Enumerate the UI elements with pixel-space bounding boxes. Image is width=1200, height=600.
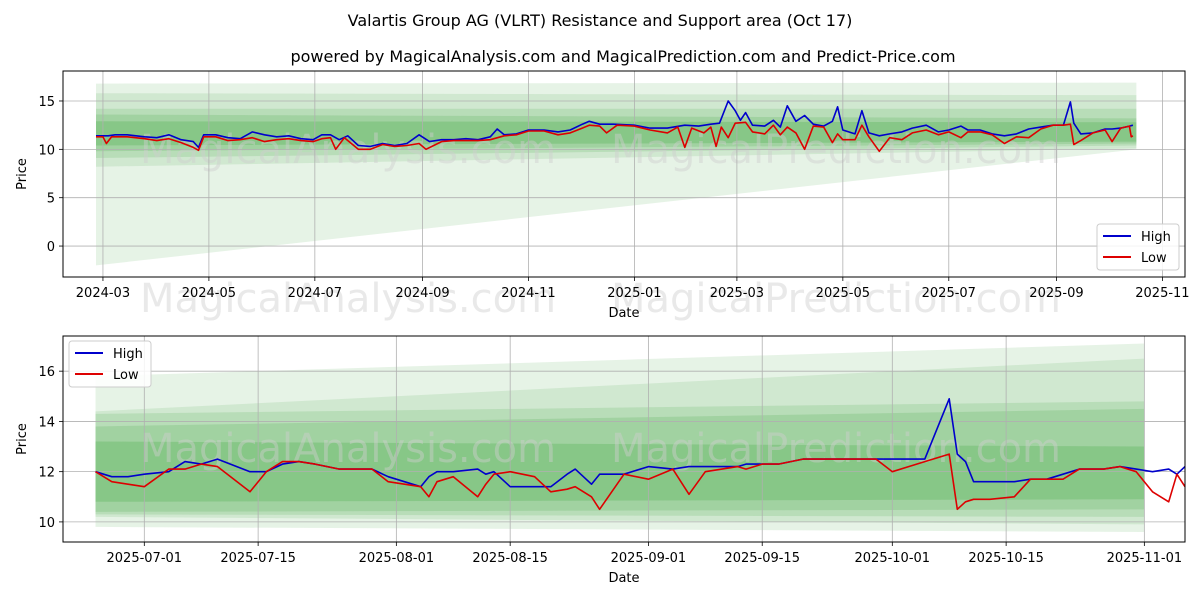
- zoomed-range-legend-label-high: High: [113, 347, 143, 362]
- zoomed-range-x-tick-label: 2025-10-15: [968, 551, 1044, 566]
- full-range-band: [96, 82, 1137, 266]
- full-range-legend-label-high: High: [1141, 230, 1171, 245]
- zoomed-range-band: [95, 401, 1145, 517]
- watermark-right: MagicalPrediction.com: [611, 127, 1061, 173]
- watermark-left: MagicalAnalysis.com: [140, 426, 556, 472]
- full-range-x-tick-label: 2025-03: [710, 286, 764, 301]
- full-range-y-tick-label: 10: [38, 143, 55, 158]
- full-range-y-axis-label: Price: [15, 158, 30, 190]
- zoomed-range-x-axis-label: Date: [608, 571, 639, 586]
- full-range-x-tick-label: 2024-05: [182, 286, 236, 301]
- full-range-x-tick-label: 2024-09: [395, 286, 449, 301]
- full-range-x-tick-label: 2024-07: [288, 286, 342, 301]
- zoomed-range-band: [95, 408, 1145, 512]
- full-range-series-high: [96, 100, 1134, 149]
- full-range-band: [96, 114, 1137, 152]
- full-range-x-tick-label: 2024-11: [501, 286, 555, 301]
- chart-title: Valartis Group AG (VLRT) Resistance and …: [348, 11, 853, 30]
- top-chart: MagicalAnalysis.com MagicalPrediction.com…: [15, 70, 1190, 322]
- full-range-x-tick-label: 2025-11: [1135, 286, 1189, 301]
- full-range-series-low: [96, 121, 1134, 153]
- full-range-x-tick-label: 2025-01: [607, 286, 661, 301]
- zoomed-range-x-tick-label: 2025-08-15: [472, 551, 548, 566]
- zoomed-range-plot-frame: [62, 335, 1186, 543]
- full-range-band: [96, 108, 1137, 159]
- full-range-y-tick-label: 5: [47, 192, 55, 207]
- zoomed-range-x-tick-label: 2025-11-01: [1107, 551, 1183, 566]
- full-range-plot-frame: [62, 70, 1186, 278]
- full-range-x-tick-label: 2025-05: [816, 286, 870, 301]
- full-range-x-tick-label: 2024-03: [76, 286, 130, 301]
- full-range-x-tick-label: 2025-07: [922, 286, 976, 301]
- full-range-x-axis-label: Date: [608, 306, 639, 321]
- bottom-chart: MagicalAnalysis.com MagicalPrediction.com…: [15, 335, 1186, 586]
- zoomed-range-x-tick-label: 2025-10-01: [855, 551, 931, 566]
- zoomed-range-y-tick-label: 12: [38, 466, 55, 481]
- zoomed-range-x-tick-label: 2025-09-01: [611, 551, 687, 566]
- watermark-right: MagicalPrediction.com: [611, 426, 1061, 472]
- zoomed-range-y-tick-label: 14: [38, 415, 55, 430]
- zoomed-range-x-tick-label: 2025-07-01: [107, 551, 183, 566]
- chart-subtitle: powered by MagicalAnalysis.com and Magic…: [290, 47, 955, 66]
- full-range-legend-label-low: Low: [1141, 251, 1167, 266]
- full-range-x-tick-label: 2025-09: [1029, 286, 1083, 301]
- watermark-right: MagicalPrediction.com: [611, 276, 1061, 322]
- full-range-y-tick-label: 15: [38, 95, 55, 110]
- zoomed-range-legend-label-low: Low: [113, 368, 139, 383]
- zoomed-range-band: [95, 358, 1145, 525]
- full-range-y-tick-label: 0: [47, 240, 55, 255]
- zoomed-range-band: [95, 343, 1145, 532]
- zoomed-range-series-low: [95, 453, 1186, 511]
- zoomed-range-y-axis-label: Price: [15, 423, 30, 455]
- zoomed-range-y-tick-label: 16: [38, 365, 55, 380]
- full-range-band: [96, 121, 1137, 146]
- zoomed-range-x-tick-label: 2025-08-01: [359, 551, 435, 566]
- zoomed-range-x-tick-label: 2025-07-15: [220, 551, 296, 566]
- zoomed-range-y-tick-label: 10: [38, 516, 55, 531]
- zoomed-range-x-tick-label: 2025-09-15: [724, 551, 800, 566]
- zoomed-range-series-high: [95, 398, 1186, 488]
- watermark-left: MagicalAnalysis.com: [140, 276, 556, 322]
